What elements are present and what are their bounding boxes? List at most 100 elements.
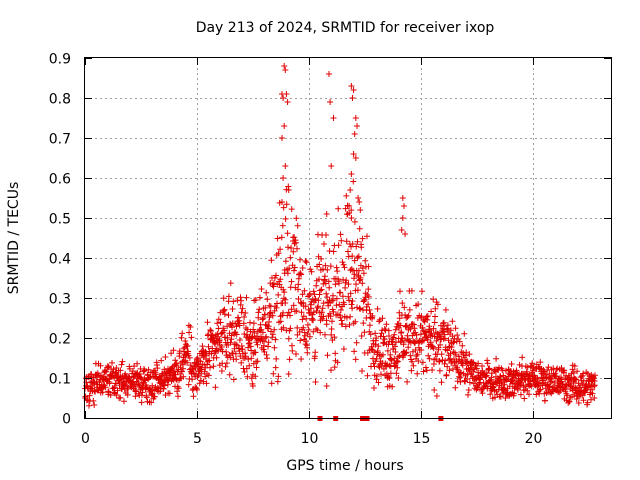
data-point <box>337 231 344 238</box>
data-point <box>310 288 317 295</box>
data-point <box>380 333 387 340</box>
data-point <box>328 331 335 338</box>
data-point <box>404 378 411 385</box>
data-point <box>385 327 392 334</box>
data-point <box>275 250 282 257</box>
data-point <box>279 199 285 205</box>
data-point <box>454 332 461 339</box>
data-point <box>392 349 399 355</box>
data-point <box>529 360 536 367</box>
data-point <box>298 271 305 278</box>
axis-ticks <box>85 58 611 419</box>
data-point <box>244 373 251 380</box>
data-point <box>265 339 272 346</box>
data-point <box>386 375 393 381</box>
data-point <box>322 331 328 338</box>
data-point <box>216 337 223 343</box>
data-point <box>364 372 371 379</box>
data-point <box>359 265 366 272</box>
data-point <box>289 342 295 349</box>
data-point <box>574 368 581 375</box>
data-point <box>288 278 295 285</box>
data-point <box>397 288 403 295</box>
data-point <box>291 264 298 271</box>
data-point <box>270 370 277 377</box>
data-point <box>373 355 380 362</box>
data-point <box>328 326 335 332</box>
data-point <box>387 351 394 358</box>
data-point <box>310 309 317 316</box>
data-point <box>424 313 431 319</box>
data-point <box>311 291 318 298</box>
data-point <box>381 326 388 332</box>
data-point <box>372 330 379 337</box>
data-point <box>304 321 311 328</box>
data-point <box>591 383 597 390</box>
data-point <box>354 123 360 129</box>
data-point <box>107 392 114 399</box>
data-point <box>580 397 587 404</box>
data-point <box>440 328 447 335</box>
data-point <box>341 301 348 308</box>
data-point <box>243 294 250 301</box>
data-point <box>348 207 355 214</box>
data-point <box>212 384 219 391</box>
data-point <box>324 294 331 301</box>
data-point <box>410 362 417 369</box>
data-point <box>332 281 339 288</box>
data-point <box>175 385 182 392</box>
data-point <box>401 304 408 311</box>
data-point <box>449 318 456 325</box>
data-point <box>469 360 476 367</box>
data-point <box>280 295 287 302</box>
data-point <box>341 264 348 271</box>
data-point <box>297 337 304 344</box>
data-point <box>263 333 270 340</box>
data-point <box>423 367 430 374</box>
data-point <box>570 369 577 376</box>
data-point <box>274 235 281 242</box>
data-point <box>355 195 362 201</box>
data-point <box>345 293 352 300</box>
data-point <box>461 330 468 337</box>
data-point <box>456 338 463 345</box>
data-point <box>342 205 349 212</box>
data-point <box>303 259 310 266</box>
data-point <box>327 313 334 320</box>
data-point <box>354 287 361 294</box>
data-point <box>318 309 325 316</box>
data-point <box>298 356 305 362</box>
data-point <box>261 311 268 318</box>
data-point <box>444 322 451 329</box>
data-point <box>111 384 118 391</box>
data-point <box>358 244 365 251</box>
data-point <box>277 318 284 325</box>
data-point <box>242 353 249 360</box>
data-point <box>117 367 124 374</box>
data-point <box>323 383 330 389</box>
data-point <box>278 234 285 241</box>
data-point <box>295 296 302 302</box>
data-point <box>230 298 237 305</box>
data-point <box>121 398 127 405</box>
data-point <box>298 309 305 316</box>
data-point <box>342 284 349 291</box>
plot-frame <box>84 57 612 419</box>
data-point <box>402 350 409 357</box>
data-point <box>281 63 288 69</box>
data-point <box>436 358 443 364</box>
data-point <box>432 305 439 312</box>
data-point <box>303 338 310 345</box>
data-point <box>186 329 193 336</box>
data-point <box>297 270 304 277</box>
data-point <box>256 306 263 313</box>
data-point <box>189 376 196 383</box>
data-point <box>318 255 325 262</box>
data-point <box>282 258 289 265</box>
data-point <box>317 287 324 294</box>
data-point <box>215 333 221 340</box>
data-point <box>283 91 290 97</box>
data-point <box>82 393 89 400</box>
data-point <box>388 356 395 363</box>
